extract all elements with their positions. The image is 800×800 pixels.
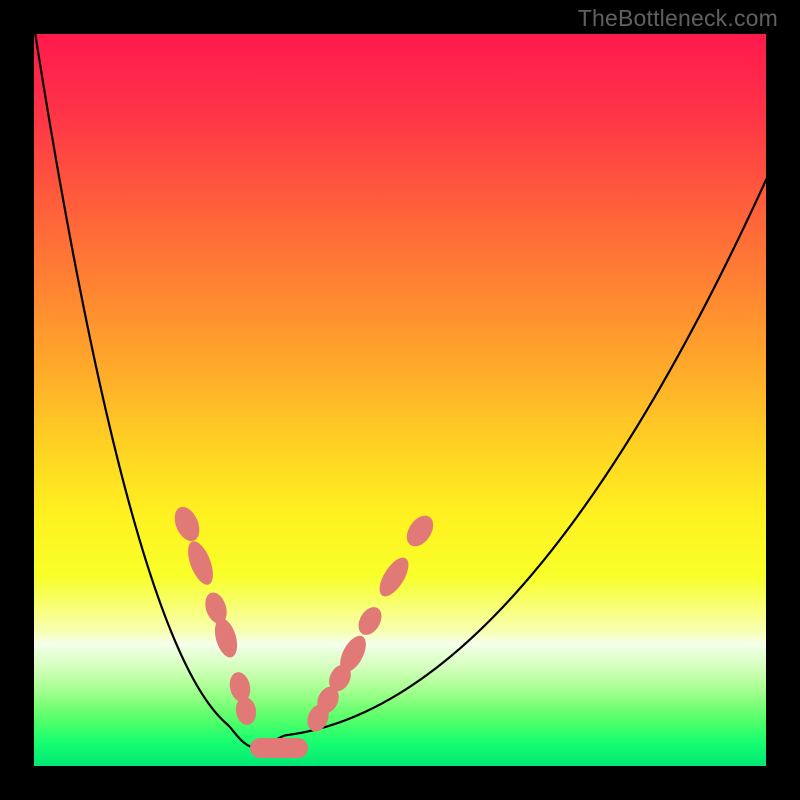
bottleneck-curve	[30, 0, 770, 748]
curve-nodule	[374, 553, 414, 601]
chart-stage: TheBottleneck.com	[0, 0, 800, 800]
curve-nodule	[183, 538, 218, 588]
watermark-text: TheBottleneck.com	[578, 5, 778, 32]
curve-nodule	[170, 503, 204, 545]
curve-nodule	[354, 603, 386, 639]
curve-nodule	[250, 738, 308, 758]
curve-nodule	[401, 511, 438, 551]
bottleneck-curve-layer	[0, 0, 800, 800]
